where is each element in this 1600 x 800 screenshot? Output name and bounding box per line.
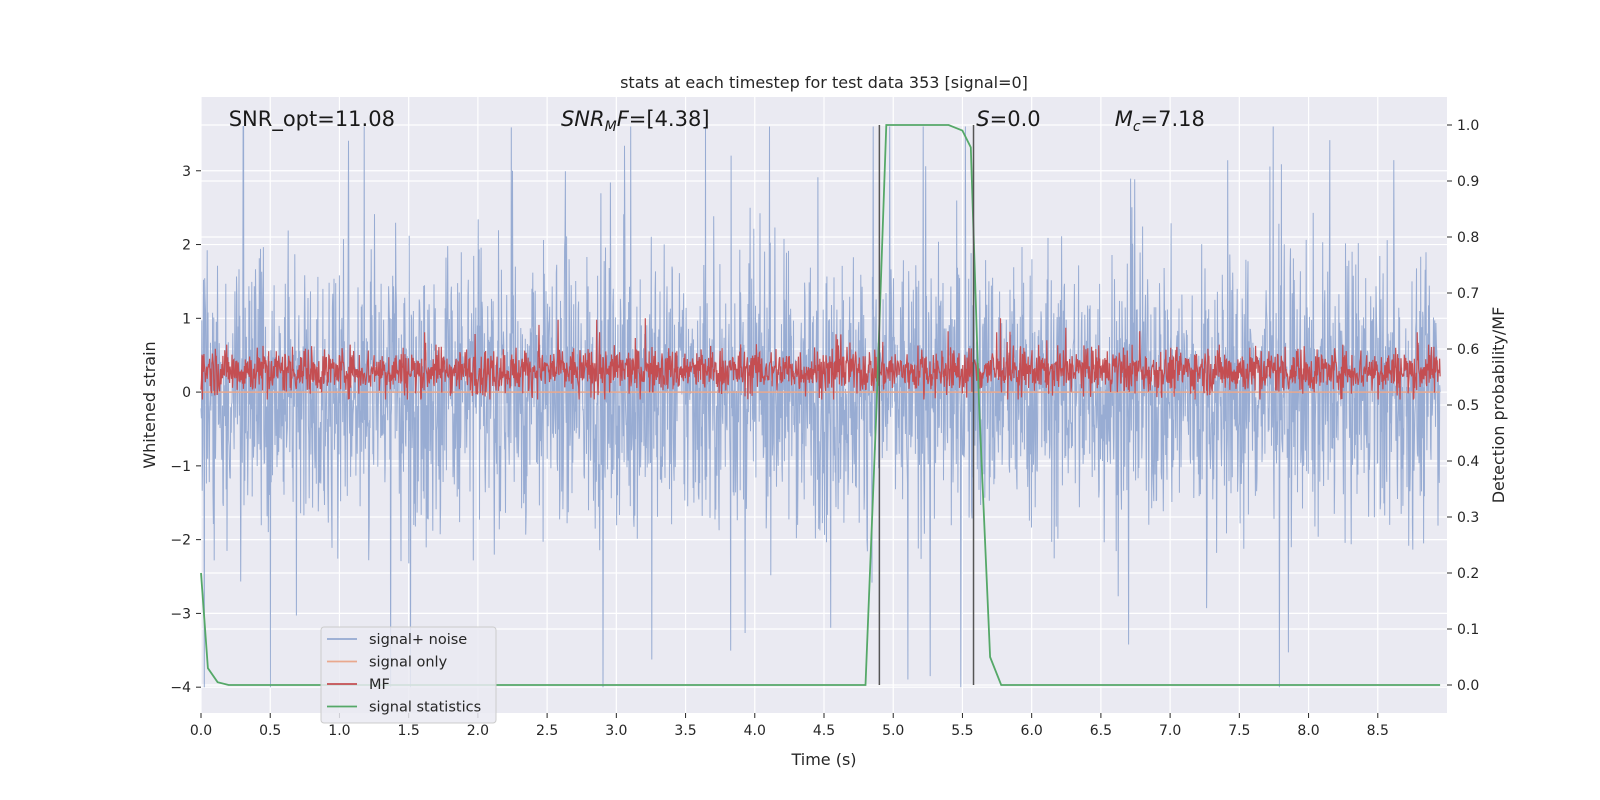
x-axis-ticks: 0.0 0.5 1.0 1.5 2.0 2.5 3.0 3.5 4.0 4.5 5.0 5.5 6.0 6… xyxy=(190,713,1389,739)
annotation-0: SNR_opt=11.08 xyxy=(229,107,395,132)
x-tick-label: 5.0 xyxy=(882,723,904,739)
chart-title: stats at each timestep for test data 353… xyxy=(620,73,1028,92)
y-axis-ticks: 3 2 1 0 −1 −2 −3 −4 xyxy=(170,164,201,696)
y2-axis-label: Detection probability/MF xyxy=(1489,307,1508,504)
series-signal-statistics xyxy=(200,124,1441,686)
annotations: SNR_opt=11.08 SNRMF=[4.38] S=0.0 Mc=7.18 xyxy=(229,107,1205,135)
y2-axis-ticks: 1.0 0.9 0.8 0.7 0.6 0.5 0.4 0.3 0.2 0.1 0.0 xyxy=(1447,118,1479,694)
vertical-markers xyxy=(878,125,975,685)
legend-label: signal statistics xyxy=(369,700,481,716)
y2-tick-label: 0.3 xyxy=(1457,510,1479,526)
annotation-3: Mc=7.18 xyxy=(1115,107,1205,135)
x-tick-label: 6.0 xyxy=(1021,723,1043,739)
series-layer xyxy=(200,124,1441,688)
legend-label: signal only xyxy=(369,655,448,671)
x-tick-label: 4.5 xyxy=(813,723,835,739)
annotation-1: SNRMF=[4.38] xyxy=(561,107,710,135)
y2-tick-label: 0.0 xyxy=(1457,678,1479,694)
x-tick-label: 0.5 xyxy=(259,723,281,739)
y2-tick-label: 0.8 xyxy=(1457,230,1479,246)
y2-tick-label: 0.5 xyxy=(1457,398,1479,414)
y2-tick-label: 0.4 xyxy=(1457,454,1479,470)
y-axis-label: Whitened strain xyxy=(140,341,159,468)
y2-tick-label: 1.0 xyxy=(1457,118,1479,134)
x-tick-label: 8.0 xyxy=(1297,723,1319,739)
y-tick-label: −3 xyxy=(170,606,191,622)
x-tick-label: 2.0 xyxy=(467,723,489,739)
x-tick-label: 0.0 xyxy=(190,723,212,739)
legend-label: MF xyxy=(369,677,390,693)
y2-tick-label: 0.6 xyxy=(1457,342,1479,358)
y-tick-label: 2 xyxy=(182,238,191,254)
y-tick-label: −1 xyxy=(170,459,191,475)
x-tick-label: 2.5 xyxy=(536,723,558,739)
y-tick-label: 3 xyxy=(182,164,191,180)
y-tick-label: 0 xyxy=(182,385,191,401)
series-mf xyxy=(200,318,1441,400)
legend: signal+ noise signal only MF signal statist… xyxy=(320,626,497,724)
x-tick-label: 6.5 xyxy=(1090,723,1112,739)
y-tick-label: 1 xyxy=(182,311,191,327)
legend-box xyxy=(320,626,497,724)
y2-tick-label: 0.2 xyxy=(1457,566,1479,582)
x-tick-label: 5.5 xyxy=(951,723,973,739)
y-tick-label: −4 xyxy=(170,680,191,696)
y2-tick-label: 0.7 xyxy=(1457,286,1479,302)
x-tick-label: 1.5 xyxy=(398,723,420,739)
x-tick-label: 3.0 xyxy=(605,723,627,739)
x-tick-label: 7.0 xyxy=(1159,723,1181,739)
y-tick-label: −2 xyxy=(170,533,191,549)
x-axis-label: Time (s) xyxy=(790,750,856,769)
y2-tick-label: 0.9 xyxy=(1457,174,1479,190)
y2-tick-label: 0.1 xyxy=(1457,622,1479,638)
annotation-2: S=0.0 xyxy=(976,107,1040,131)
x-tick-label: 4.0 xyxy=(744,723,766,739)
x-tick-label: 1.0 xyxy=(328,723,350,739)
legend-label: signal+ noise xyxy=(369,632,467,648)
x-tick-label: 7.5 xyxy=(1228,723,1250,739)
x-tick-label: 8.5 xyxy=(1367,723,1389,739)
x-tick-label: 3.5 xyxy=(674,723,696,739)
